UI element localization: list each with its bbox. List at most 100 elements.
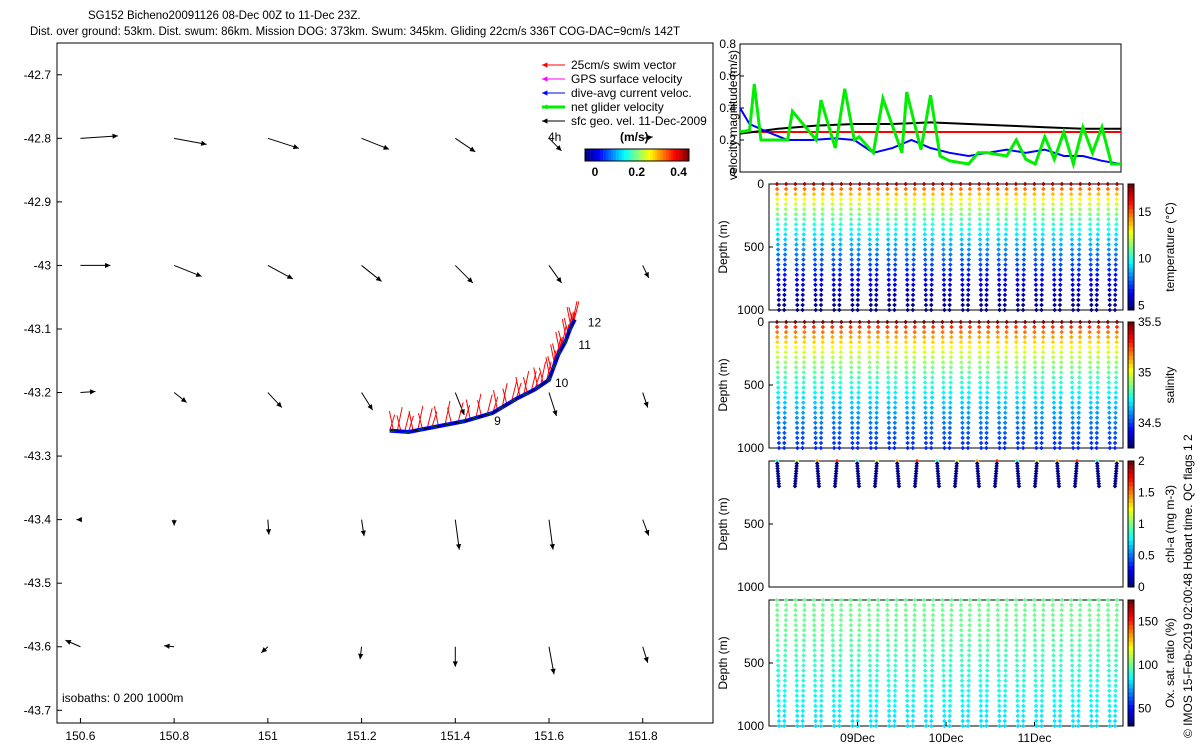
profile-point	[1057, 302, 1063, 308]
profile-point	[977, 380, 983, 385]
profile-point	[1087, 201, 1093, 207]
profile-point	[935, 468, 941, 474]
profile-point	[1074, 458, 1080, 464]
profile-point	[1107, 302, 1112, 308]
profile-point	[996, 370, 1001, 375]
profile-point	[1107, 430, 1112, 436]
profile-point	[948, 653, 953, 658]
profile-point	[868, 415, 873, 421]
profile-point	[783, 319, 789, 325]
geostrophic-arrow-head	[550, 668, 556, 675]
profile-point	[947, 420, 953, 426]
profile-point	[929, 440, 934, 446]
profile-point	[1106, 252, 1112, 257]
profile-point	[831, 415, 836, 421]
profile-point	[903, 324, 908, 330]
profile-point	[959, 360, 964, 365]
profile-point	[984, 445, 989, 451]
profile-point	[1051, 222, 1056, 227]
profile-colorbar-swatch	[1128, 545, 1134, 550]
profile-point	[1113, 668, 1119, 673]
profile-colorbar-swatch	[1128, 582, 1134, 588]
profile-point	[1113, 653, 1119, 658]
profile-point	[1114, 597, 1120, 603]
profile-point	[848, 334, 854, 340]
profile-point	[985, 365, 990, 370]
profile-point	[811, 334, 817, 340]
profile-point	[813, 440, 818, 446]
profile-point	[831, 307, 837, 313]
profile-point	[833, 476, 838, 481]
profile-point	[910, 307, 916, 313]
profile-point	[801, 673, 806, 678]
profile-point	[941, 257, 946, 262]
profile-point	[894, 461, 900, 466]
profile-point	[1058, 683, 1063, 688]
profile-point	[848, 344, 854, 350]
profile-point	[868, 302, 874, 308]
profile-point	[782, 262, 788, 267]
profile-point	[995, 349, 1001, 355]
profile-point	[905, 435, 910, 441]
profile-colorbar-swatch	[1128, 532, 1134, 538]
profile-ytick-label: 500	[744, 240, 764, 254]
profile-point	[1021, 410, 1026, 415]
profile-point	[794, 262, 799, 267]
profile-point	[1088, 282, 1094, 288]
profile-point	[776, 262, 781, 267]
profile-point	[954, 458, 960, 464]
profile-point	[922, 355, 927, 360]
profile-point	[940, 607, 945, 613]
profile-point	[782, 698, 787, 704]
profile-point	[830, 375, 836, 380]
colorbar-swatch	[629, 149, 632, 161]
profile-point	[886, 678, 891, 683]
profile-point	[775, 355, 780, 360]
swim-vector	[418, 413, 423, 430]
colorbar-swatch	[592, 149, 596, 161]
profile-colorbar-swatch	[1128, 443, 1134, 449]
profile-point	[838, 355, 844, 360]
profile-point	[849, 415, 855, 421]
profile-point	[958, 324, 964, 330]
profile-point	[904, 658, 909, 663]
profile-point	[833, 471, 839, 476]
profile-point	[866, 339, 872, 345]
profile-point	[850, 302, 855, 308]
profile-point	[996, 400, 1002, 405]
profile-point	[930, 355, 935, 360]
profile-point	[1076, 247, 1082, 252]
profile-point	[1076, 292, 1081, 298]
profile-point	[813, 297, 818, 303]
profile-point	[1076, 262, 1082, 267]
profile-colorbar-tick: 50	[1138, 702, 1152, 716]
colorbar-swatch	[642, 149, 645, 161]
profile-point	[985, 349, 991, 355]
profile-point	[1094, 267, 1100, 272]
profile-point	[923, 435, 929, 441]
profile-point	[1050, 211, 1056, 217]
profile-point	[892, 445, 897, 451]
profile-point	[885, 329, 890, 335]
profile-colorbar-tick: 35	[1138, 365, 1152, 379]
profile-point	[911, 370, 917, 375]
profile-point	[775, 257, 781, 262]
profile-colorbar-swatch	[1128, 540, 1134, 546]
profile-colorbar-swatch	[1128, 234, 1134, 240]
profile-point	[966, 277, 971, 283]
profile-point	[811, 344, 817, 350]
profile-point	[947, 410, 953, 415]
profile-point	[837, 420, 842, 426]
profile-point	[886, 272, 891, 277]
profile-point	[965, 302, 971, 308]
profile-point	[1089, 307, 1094, 313]
profile-point	[868, 410, 873, 415]
profile-point	[910, 420, 916, 426]
profile-point	[923, 445, 929, 451]
profile-point	[1057, 292, 1063, 298]
profile-point	[1087, 344, 1093, 350]
profile-point	[868, 287, 873, 293]
profile-point	[856, 483, 862, 489]
geostrophic-arrow-head	[89, 389, 96, 395]
profile-point	[966, 395, 972, 400]
